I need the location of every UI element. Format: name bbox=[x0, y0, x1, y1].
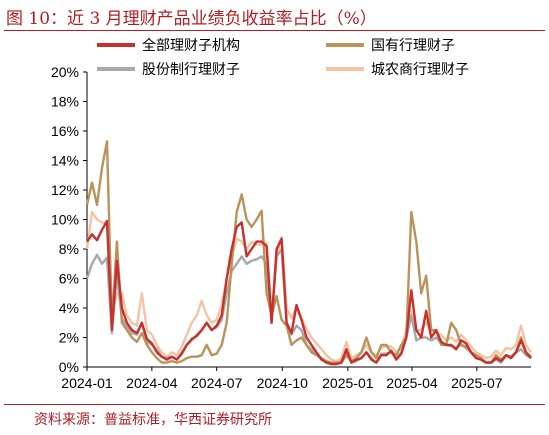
axis-ticks: 0% 2% 4% 6% 8% 10% 12% 14% 16% 18% 20% 2024-01 2024-… bbox=[51, 64, 503, 391]
y-tick-label: 18% bbox=[51, 94, 79, 110]
legend-label: 国有行理财子 bbox=[371, 38, 455, 54]
x-tick-label: 2025-04 bbox=[386, 375, 438, 391]
y-tick-label: 6% bbox=[59, 271, 79, 287]
x-tick-label: 2025-01 bbox=[322, 375, 374, 391]
y-tick-label: 12% bbox=[51, 182, 79, 198]
source-divider bbox=[4, 404, 545, 405]
y-tick-label: 16% bbox=[51, 123, 79, 139]
y-tick-label: 4% bbox=[59, 300, 79, 316]
legend-label: 股份制行理财子 bbox=[142, 62, 240, 78]
x-tick-label: 2024-01 bbox=[61, 375, 113, 391]
source-note: 资料来源：普益标准，华西证券研究所 bbox=[34, 412, 272, 428]
y-tick-label: 14% bbox=[51, 153, 79, 169]
y-tick-label: 8% bbox=[59, 241, 79, 257]
figure-title: 图 10：近 3 月理财产品业绩负收益率占比（%） bbox=[6, 9, 377, 29]
x-tick-label: 2024-10 bbox=[257, 375, 309, 391]
y-tick-label: 20% bbox=[51, 64, 79, 80]
legend-label: 全部理财子机构 bbox=[142, 37, 240, 54]
y-tick-label: 0% bbox=[59, 359, 79, 375]
x-tick-label: 2025-07 bbox=[451, 375, 503, 391]
series-lines bbox=[85, 140, 532, 366]
title-divider bbox=[4, 30, 545, 31]
chart-axes bbox=[86, 72, 531, 368]
series-line-4 bbox=[85, 210, 532, 363]
x-tick-label: 2024-07 bbox=[191, 375, 243, 391]
legend-label: 城农商行理财子 bbox=[371, 62, 469, 78]
y-tick-label: 2% bbox=[59, 330, 79, 346]
x-tick-label: 2024-04 bbox=[126, 375, 178, 391]
series-line-1 bbox=[86, 219, 532, 366]
series-line-2 bbox=[85, 140, 532, 364]
y-tick-label: 10% bbox=[51, 212, 79, 228]
